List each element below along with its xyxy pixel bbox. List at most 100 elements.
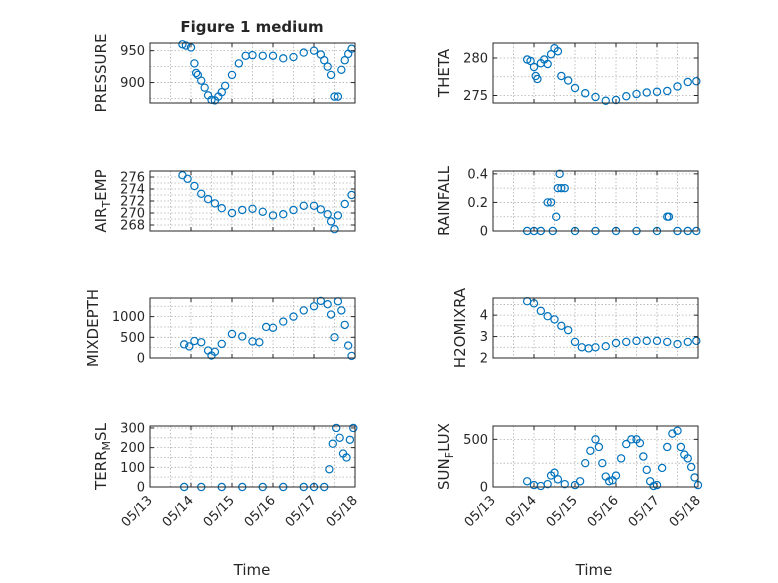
axes-frame xyxy=(149,297,356,359)
y-tick-label: 950 xyxy=(120,44,145,59)
data-point xyxy=(543,198,552,207)
y-tick-label: 0 xyxy=(480,481,488,496)
data-point xyxy=(598,458,607,468)
y-tick-label: 0 xyxy=(480,225,488,240)
y-tick-label: 276 xyxy=(120,171,145,186)
data-point xyxy=(550,468,559,477)
y-tick-label: 3 xyxy=(480,330,488,345)
subplot-h2omixra: 2 3 4 H2OMIXRA xyxy=(451,287,701,368)
data-point xyxy=(611,471,621,480)
data-point xyxy=(197,338,206,347)
data-point xyxy=(522,297,532,306)
y-tick-label: 0 xyxy=(137,481,145,496)
data-point xyxy=(234,59,244,68)
data-point xyxy=(340,320,349,330)
data-point xyxy=(673,426,682,435)
subplot-rainfall: 0 0.2 0.4 RAINFALL xyxy=(435,165,701,240)
data-point xyxy=(248,204,257,213)
data-point xyxy=(563,325,573,335)
axes-frame xyxy=(149,425,356,488)
x-tick-label: 05/18 xyxy=(667,493,704,530)
data-point xyxy=(255,338,264,347)
data-point xyxy=(594,442,604,452)
x-axis-label-right: Time xyxy=(575,561,613,579)
data-point xyxy=(604,477,614,486)
x-tick-label: 05/15 xyxy=(201,493,238,530)
y-axis-label: TERRMSL xyxy=(92,422,113,491)
data-point xyxy=(533,74,542,84)
data-point xyxy=(652,87,662,96)
data-point xyxy=(690,473,699,482)
data-point xyxy=(683,337,692,347)
y-axis-label: MIXDEPTH xyxy=(84,289,102,367)
data-point xyxy=(347,44,356,53)
data-point xyxy=(335,433,344,443)
data-point xyxy=(200,83,209,92)
data-point xyxy=(622,439,631,449)
data-point xyxy=(555,169,564,179)
data-point xyxy=(673,339,682,349)
x-tick-label: 05/13 xyxy=(119,493,156,530)
axes-frame xyxy=(492,425,699,488)
data-point xyxy=(210,347,220,356)
data-point xyxy=(309,46,319,55)
y-tick-label: 0.4 xyxy=(467,167,488,182)
data-point xyxy=(591,343,600,352)
data-point xyxy=(185,342,194,351)
data-point xyxy=(543,312,552,321)
data-point xyxy=(536,481,546,491)
data-point xyxy=(557,71,566,81)
data-point xyxy=(328,439,337,448)
data-point xyxy=(664,212,674,221)
y-axis-label: THETA xyxy=(435,48,453,98)
data-point xyxy=(601,96,610,105)
x-tick-label: 05/17 xyxy=(626,493,663,530)
subplot-terr_msl: 0 100 200 300 05/13 05/14 05/15 05/16 05/17 05/18… xyxy=(92,421,361,530)
data-point xyxy=(673,82,682,91)
data-point xyxy=(663,337,672,347)
data-point xyxy=(227,208,237,218)
data-point xyxy=(546,198,556,207)
x-tick-label: 05/14 xyxy=(160,493,197,530)
data-point xyxy=(642,88,651,97)
y-tick-label: 270 xyxy=(120,207,145,222)
data-point xyxy=(190,59,199,68)
data-point xyxy=(279,209,288,219)
data-point xyxy=(570,337,580,347)
data-point xyxy=(581,89,590,98)
data-point xyxy=(652,480,662,490)
subplot-mixdepth: 0 500 1000 MIXDEPTH xyxy=(84,289,356,367)
y-tick-label: 500 xyxy=(120,331,145,346)
x-tick-label: 05/14 xyxy=(503,493,540,530)
data-point xyxy=(178,170,187,180)
data-point xyxy=(692,336,701,346)
data-point xyxy=(652,336,662,346)
x-tick-label: 05/18 xyxy=(324,493,361,530)
data-point xyxy=(560,479,569,489)
data-point xyxy=(220,81,230,90)
data-point xyxy=(316,296,326,306)
data-point xyxy=(611,95,621,105)
data-point xyxy=(686,462,696,472)
data-point xyxy=(210,199,220,208)
y-axis-label: AIRTEMP xyxy=(92,169,113,232)
data-point xyxy=(330,224,339,234)
data-point xyxy=(299,306,308,315)
data-point xyxy=(642,336,651,346)
axes-frame xyxy=(492,297,699,359)
data-point xyxy=(320,56,329,65)
data-point xyxy=(190,181,199,191)
data-point xyxy=(627,435,636,444)
data-point xyxy=(227,70,237,80)
data-point xyxy=(663,442,672,452)
data-point xyxy=(343,341,353,350)
data-point xyxy=(333,297,343,306)
data-point xyxy=(227,329,237,339)
data-point xyxy=(343,49,353,59)
subplot-grid: 900 950 PRESSURE 275 280 THETA 268270272274276… xyxy=(84,34,704,531)
data-point xyxy=(683,454,692,463)
data-point xyxy=(190,336,199,346)
data-point xyxy=(601,342,610,351)
data-point xyxy=(191,68,201,78)
data-point xyxy=(323,300,332,309)
